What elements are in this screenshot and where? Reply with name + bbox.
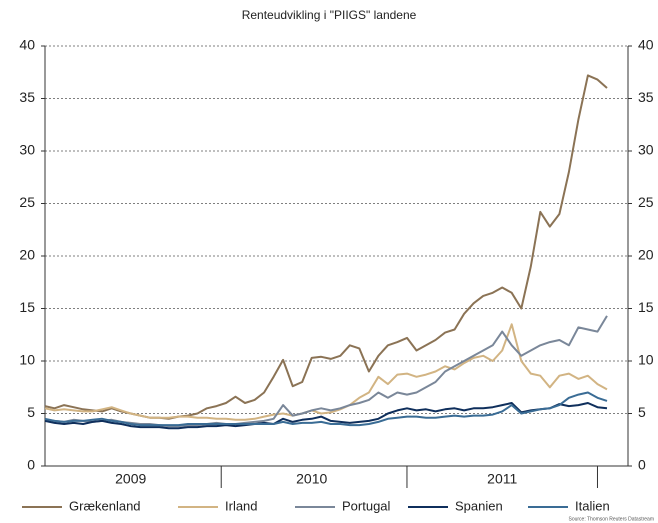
source-note: Source: Thomson Reuters Datastream — [568, 516, 654, 522]
legend-label: Irland — [225, 498, 258, 513]
y-tick-label: 40 — [19, 37, 35, 53]
chart-title: Renteudvikling i "PIIGS" landene — [242, 8, 417, 22]
y2-tick-label: 25 — [638, 194, 654, 210]
series-line — [44, 391, 608, 427]
y2-tick-label: 0 — [638, 457, 646, 473]
legend-label: Portugal — [342, 498, 391, 513]
y2-tick-label: 20 — [638, 247, 654, 263]
y-tick-label: 30 — [19, 142, 35, 158]
y2-tick-label: 30 — [638, 142, 654, 158]
legend-label: Italien — [575, 498, 610, 513]
y2-tick-label: 5 — [638, 404, 646, 420]
x-tick-label: 2011 — [487, 471, 517, 487]
y-tick-label: 35 — [19, 89, 35, 105]
x-tick-label: 2010 — [296, 471, 327, 487]
legend-label: Grækenland — [69, 498, 141, 513]
y-tick-label: 20 — [19, 247, 35, 263]
series-line — [44, 323, 608, 421]
y-tick-label: 10 — [19, 352, 35, 368]
series-line — [44, 315, 608, 428]
y2-tick-label: 10 — [638, 352, 654, 368]
series-line — [44, 74, 608, 420]
y2-tick-label: 15 — [638, 299, 654, 315]
x-tick-label: 2009 — [115, 471, 146, 487]
legend-label: Spanien — [455, 498, 503, 513]
y2-tick-label: 35 — [638, 89, 654, 105]
y2-tick-label: 40 — [638, 37, 654, 53]
y-tick-label: 25 — [19, 194, 35, 210]
series-line — [44, 402, 608, 430]
y-tick-label: 5 — [27, 404, 35, 420]
y-tick-label: 15 — [19, 299, 35, 315]
y-tick-label: 0 — [27, 457, 35, 473]
